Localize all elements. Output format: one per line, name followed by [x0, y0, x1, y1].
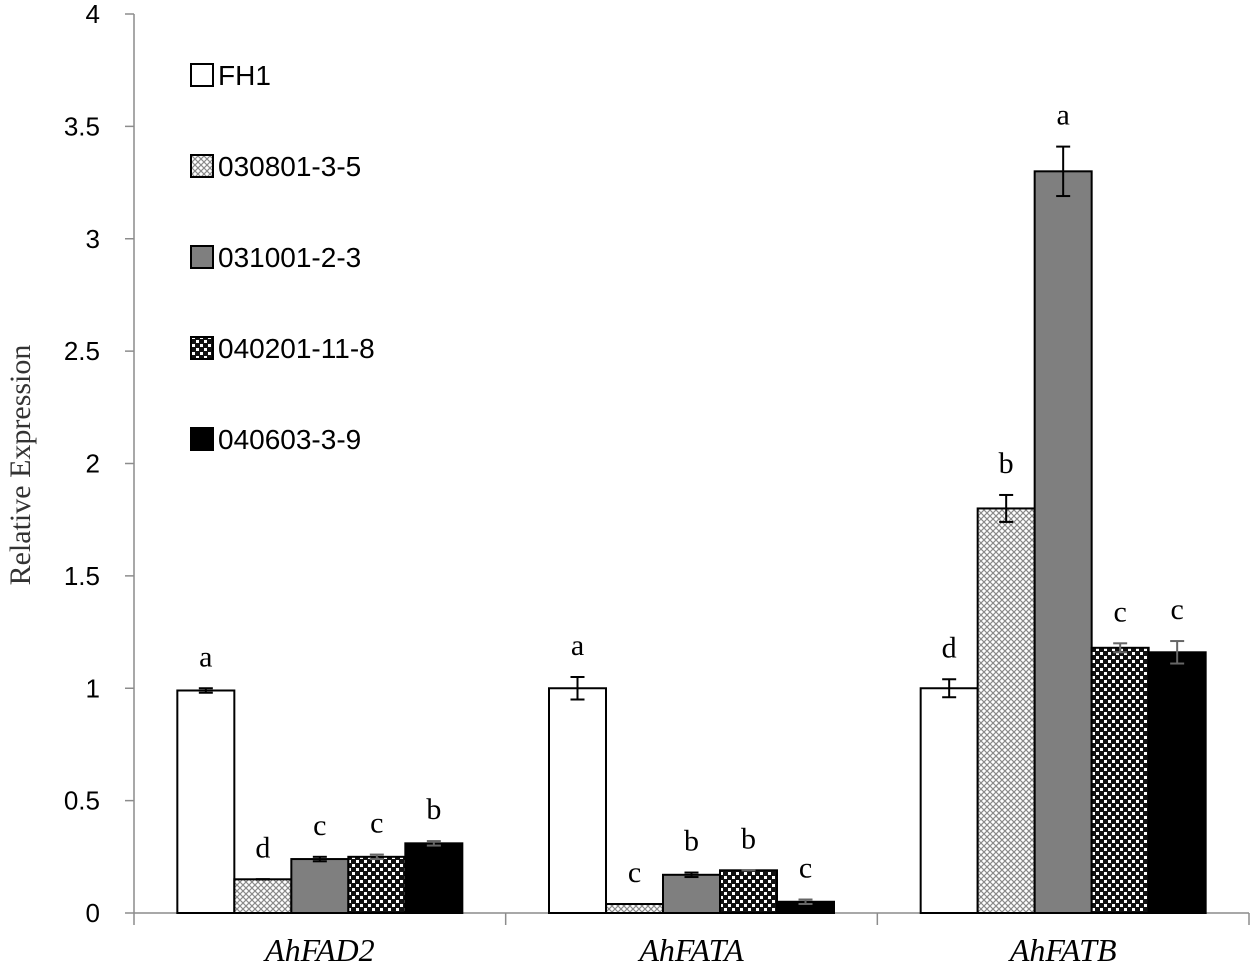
significance-label: c	[313, 809, 326, 842]
legend-swatch	[190, 245, 214, 269]
bar	[919, 687, 979, 914]
significance-label: c	[370, 807, 383, 840]
y-tick-label: 2.5	[64, 336, 100, 366]
bar	[1090, 646, 1150, 914]
significance-label: b	[741, 822, 756, 855]
y-tick-label: 4	[86, 0, 100, 29]
y-tick-label: 3	[86, 224, 100, 254]
significance-label: b	[999, 447, 1014, 480]
significance-label: d	[255, 831, 270, 864]
legend-swatch	[190, 154, 214, 178]
y-tick-label: 2	[86, 449, 100, 479]
bar	[1147, 651, 1207, 914]
significance-label: b	[684, 825, 699, 858]
bar	[976, 507, 1036, 914]
x-axis: AhFAD2 AhFATA AhFATB	[133, 912, 1250, 968]
significance-label: d	[942, 631, 957, 664]
significance-label: c	[799, 852, 812, 885]
bar	[176, 689, 236, 914]
legend-label: 040603-3-9	[218, 424, 361, 455]
bar	[1033, 170, 1093, 914]
significance-label: a	[1057, 99, 1070, 132]
bar	[233, 878, 293, 914]
bars: a d c c b a c b b c d b a c c	[176, 99, 1207, 915]
x-category-label: AhFAD2	[263, 932, 375, 968]
legend-label: 031001-2-3	[218, 242, 361, 273]
bar	[662, 873, 721, 914]
significance-label: c	[1171, 593, 1184, 626]
y-tick-label: 1.5	[64, 561, 100, 591]
legend-label: 040201-11-8	[218, 333, 375, 364]
x-category-label: AhFATB	[1008, 932, 1117, 968]
bar	[347, 855, 407, 914]
significance-label: c	[628, 856, 641, 889]
y-tick-label: 0.5	[64, 786, 100, 816]
bar	[548, 687, 607, 914]
legend-swatch	[190, 427, 214, 451]
legend-label: FH1	[218, 60, 271, 91]
y-tick-label: 1	[86, 673, 100, 703]
legend-swatch	[190, 63, 214, 87]
y-axis-label: Relative Expression	[4, 345, 37, 586]
bar	[605, 903, 664, 915]
y-tick-label: 0	[86, 898, 100, 928]
bar	[290, 858, 350, 914]
y-tick-label: 3.5	[64, 111, 100, 141]
legend: FH1 030801-3-5 031001-2-3 040201-11-8 040603…	[190, 60, 375, 455]
significance-label: c	[1114, 595, 1127, 628]
significance-label: b	[426, 793, 441, 826]
significance-label: a	[571, 629, 584, 662]
significance-label: a	[199, 640, 212, 673]
bar	[404, 842, 464, 915]
legend-label: 030801-3-5	[218, 151, 361, 182]
x-category-label: AhFATA	[637, 932, 744, 968]
legend-swatch	[190, 336, 214, 360]
bar	[719, 869, 778, 914]
y-axis: 0 0.5 1 1.5 2 2.5 3 3.5 4	[64, 0, 135, 928]
